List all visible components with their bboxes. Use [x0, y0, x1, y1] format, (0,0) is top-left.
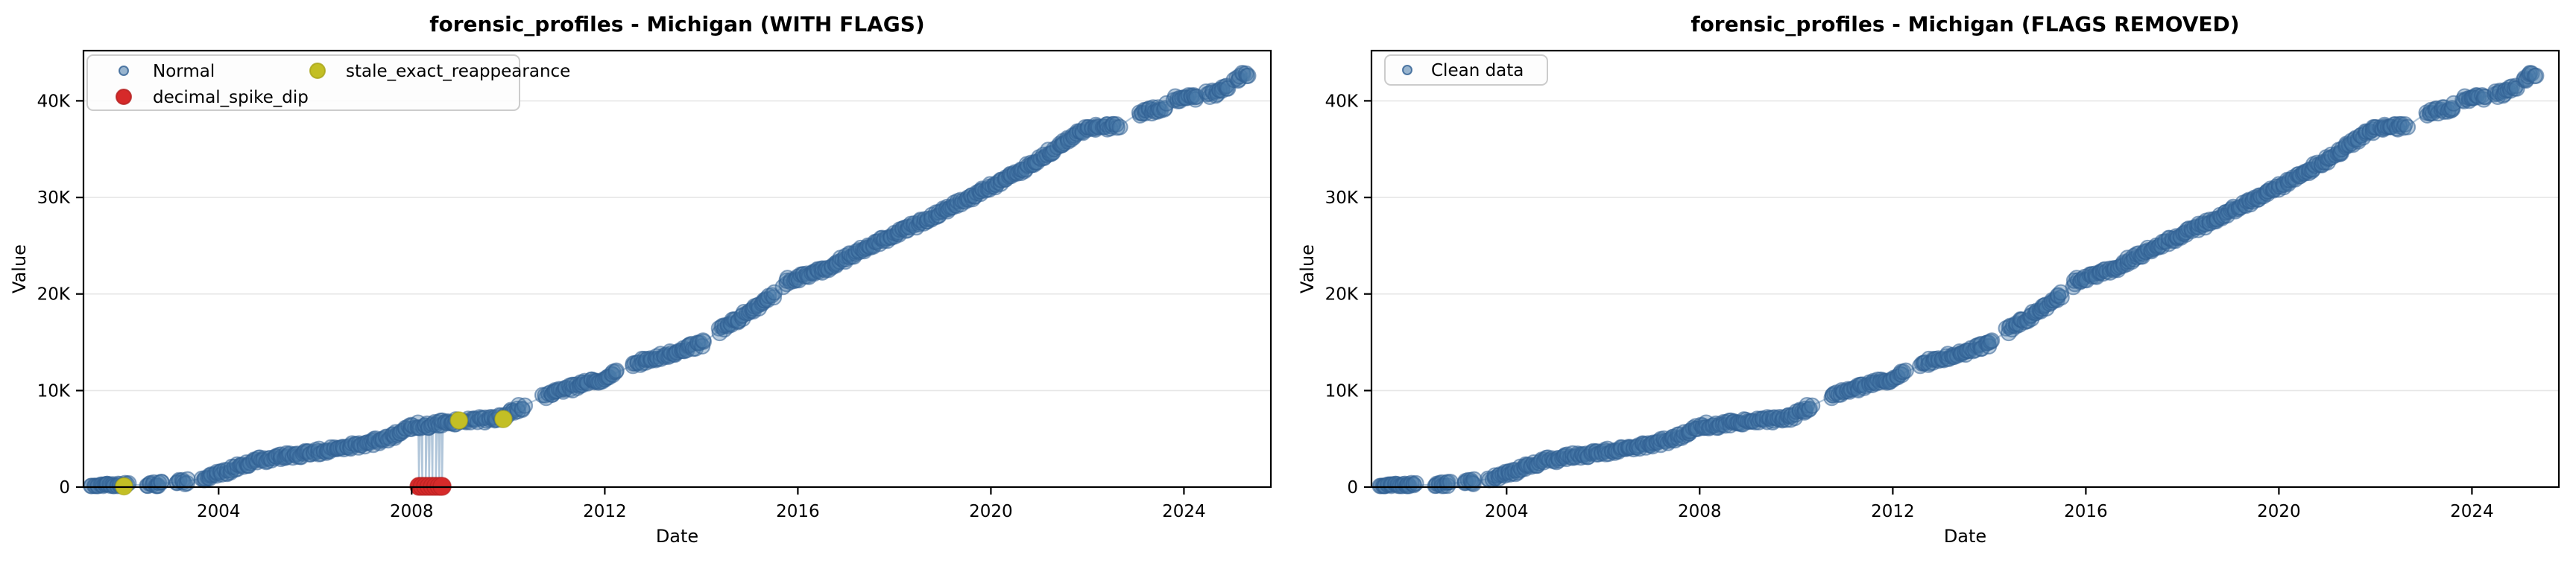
data-point	[2396, 116, 2414, 133]
legend-box	[1384, 54, 1548, 86]
data-point	[695, 332, 712, 349]
data-point	[1804, 397, 1821, 414]
legend: Clean data	[1384, 54, 1548, 86]
plot-flagged: 2004 2008 2012 2016 2020 2024 0 10K 20K 30K 40K for…	[9, 12, 1272, 547]
y-tick-label: 20K	[1325, 285, 1359, 305]
data-point	[2053, 289, 2070, 306]
data-point	[1983, 332, 2001, 349]
axes-spines	[82, 49, 1272, 489]
data-point	[1407, 474, 1424, 492]
x-axis-label: Date	[1944, 526, 1986, 547]
data-point	[765, 289, 783, 306]
x-tick-label: 2008	[390, 502, 434, 521]
axis-ticks: 2004 2008 2012 2016 2020 2024 0 10K 20K 30K 40K	[37, 92, 1206, 521]
x-tick-label: 2016	[776, 502, 820, 521]
legend-item-decimal-spike-dip: decimal_spike_dip	[116, 88, 309, 107]
x-tick-label: 2012	[1871, 502, 1915, 521]
flag-point	[494, 410, 513, 428]
y-tick-label: 40K	[1325, 92, 1359, 111]
legend-marker-yellow	[309, 63, 326, 79]
legend-item-clean-data: Clean data	[1402, 61, 1524, 80]
data-point	[1897, 362, 1914, 379]
y-tick-label: 30K	[1325, 188, 1359, 208]
x-tick-label: 2020	[2257, 502, 2301, 521]
x-tick-label: 2024	[1162, 502, 1206, 521]
axes-spines	[1370, 49, 2560, 489]
data-point	[765, 284, 783, 301]
y-tick-label: 0	[59, 478, 70, 498]
legend-item-normal: Normal	[119, 62, 215, 81]
x-tick-label: 2020	[969, 502, 1013, 521]
data-point	[2528, 67, 2545, 84]
data-point	[1240, 67, 1257, 84]
y-tick-label: 40K	[37, 92, 71, 111]
data-point	[1111, 118, 1128, 136]
legend-label: Clean data	[1431, 61, 1524, 80]
y-tick-label: 30K	[37, 188, 71, 208]
x-axis-label: Date	[656, 526, 698, 547]
y-tick-label: 10K	[1325, 381, 1359, 401]
scatter-points	[83, 65, 1257, 495]
x-tick-label: 2004	[197, 502, 241, 521]
legend-marker-red	[116, 89, 132, 105]
gridlines	[1371, 100, 2559, 392]
plot-clean: 2004 2008 2012 2016 2020 2024 0 10K 20K 30K 40K for…	[1297, 12, 2560, 547]
legend-label: stale_exact_reappearance	[346, 62, 570, 81]
y-axis-label: Value	[1297, 244, 1318, 293]
x-tick-label: 2024	[2450, 502, 2494, 521]
x-tick-label: 2004	[1485, 502, 1529, 521]
data-point	[179, 471, 196, 488]
legend-label: Normal	[153, 62, 215, 81]
y-tick-label: 10K	[37, 381, 71, 401]
axis-ticks: 2004 2008 2012 2016 2020 2024 0 10K 20K 30K 40K	[1325, 92, 2494, 521]
data-point	[517, 397, 534, 414]
data-point	[1465, 471, 1483, 488]
legend-box	[86, 54, 520, 111]
flag-points-stale-reappearance	[115, 410, 513, 496]
chart-title: forensic_profiles - Michigan (WITH FLAGS…	[429, 12, 924, 36]
chart-flags-removed: 2004 2008 2012 2016 2020 2024 0 10K 20K 30K 40K for…	[1288, 0, 2576, 572]
legend-item-stale-exact-reappearance: stale_exact_reappearance	[309, 62, 570, 81]
legend-label: decimal_spike_dip	[153, 88, 309, 107]
x-tick-label: 2008	[1678, 502, 1722, 521]
y-tick-label: 20K	[37, 285, 71, 305]
y-axis-label: Value	[9, 244, 30, 293]
legend-marker-normal	[119, 66, 129, 76]
x-tick-label: 2012	[583, 502, 627, 521]
flag-point	[449, 411, 469, 430]
chart-title: forensic_profiles - Michigan (FLAGS REMO…	[1690, 12, 2239, 36]
legend: Normal decimal_spike_dip stale_exact_reapp…	[86, 54, 570, 111]
x-tick-label: 2016	[2064, 502, 2108, 521]
y-tick-label: 0	[1347, 478, 1358, 498]
data-point	[607, 362, 625, 379]
data-point	[2399, 118, 2416, 136]
scatter-points	[1371, 65, 2545, 495]
legend-marker-normal	[1402, 65, 1412, 75]
chart-with-flags: 2004 2008 2012 2016 2020 2024 0 10K 20K 30K 40K for…	[9, 12, 1272, 547]
